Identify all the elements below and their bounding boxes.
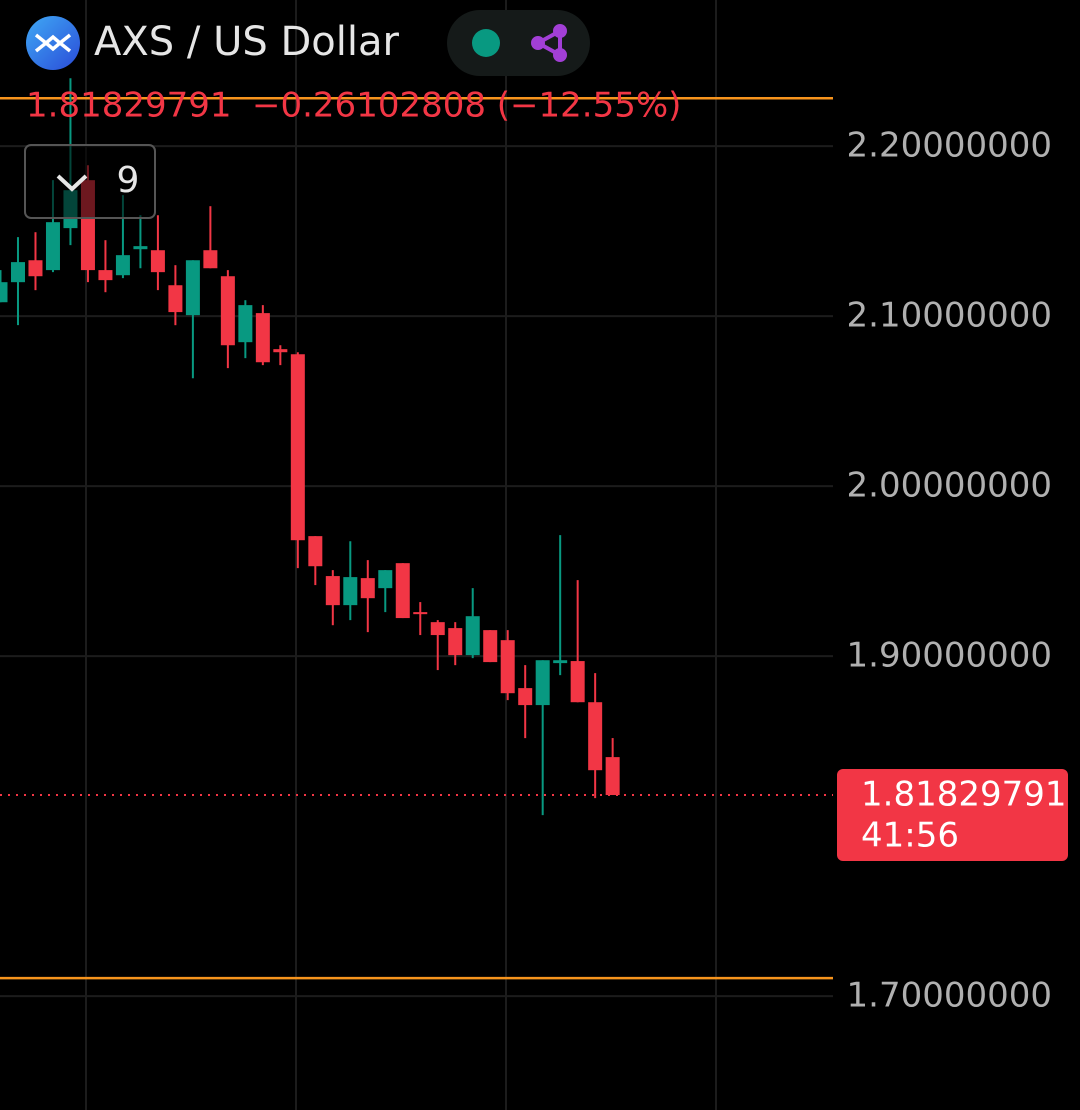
candle-body bbox=[570, 661, 585, 703]
candle-body bbox=[203, 250, 218, 269]
price-change: −0.26102808 (−12.55%) bbox=[252, 86, 681, 126]
candle-body bbox=[98, 270, 113, 281]
symbol-logo[interactable] bbox=[26, 16, 80, 70]
candle-body bbox=[168, 285, 183, 313]
candle-body bbox=[238, 305, 253, 343]
y-tick-label: 2.10000000 bbox=[847, 296, 1053, 336]
candle-body bbox=[605, 757, 620, 796]
price-tag-value: 1.81829791 bbox=[861, 775, 1067, 815]
status-pill[interactable] bbox=[447, 10, 590, 76]
candle-body bbox=[448, 628, 463, 656]
candle-body bbox=[325, 576, 340, 606]
candle-body bbox=[0, 282, 8, 303]
candle-body bbox=[45, 222, 60, 271]
market-status-dot bbox=[472, 29, 500, 57]
y-tick-label: 1.70000000 bbox=[847, 976, 1053, 1016]
candle-body bbox=[413, 612, 428, 615]
candle-body bbox=[360, 578, 375, 599]
candle-body bbox=[535, 660, 550, 706]
candle-body bbox=[150, 250, 165, 273]
candle-body bbox=[518, 688, 533, 706]
overlay: AXS / US Dollar 1.81829791 −0.26102808 (… bbox=[24, 10, 681, 219]
candle-body bbox=[588, 702, 603, 771]
indicator-toggle[interactable] bbox=[24, 144, 156, 219]
candle-body bbox=[395, 563, 410, 619]
price-tag bbox=[837, 769, 1068, 862]
y-tick-label: 2.20000000 bbox=[847, 126, 1053, 166]
candle-body bbox=[465, 616, 480, 656]
candle-body bbox=[343, 577, 358, 606]
candle-body bbox=[430, 622, 445, 636]
candle-body bbox=[220, 276, 235, 346]
y-tick-label: 1.90000000 bbox=[847, 636, 1053, 676]
candle-body bbox=[10, 262, 25, 283]
candle-body bbox=[290, 354, 305, 541]
candle-body bbox=[255, 313, 270, 363]
chevron-icon bbox=[56, 174, 88, 192]
candle-body bbox=[308, 536, 323, 567]
logo-glyph bbox=[34, 33, 72, 53]
candle-body bbox=[500, 640, 515, 694]
price-tag-countdown: 41:56 bbox=[861, 816, 959, 856]
plot: 1.70000000 1.90000000 2.00000000 2.10000000… bbox=[0, 78, 1068, 1016]
candle-body bbox=[273, 349, 288, 353]
last-price: 1.81829791 bbox=[26, 86, 232, 126]
symbol-title[interactable]: AXS / US Dollar bbox=[94, 19, 399, 65]
time-grid bbox=[85, 0, 717, 1110]
candle-body bbox=[378, 570, 393, 589]
share-icon[interactable] bbox=[531, 24, 567, 62]
y-tick-label: 2.00000000 bbox=[847, 466, 1053, 506]
candle-body bbox=[483, 630, 498, 663]
candle-body bbox=[133, 246, 148, 250]
candle-body bbox=[115, 255, 130, 276]
candle-body bbox=[553, 660, 568, 664]
indicator-count: 9 bbox=[117, 160, 140, 201]
candle-body bbox=[185, 260, 200, 316]
candle-body bbox=[28, 260, 43, 277]
